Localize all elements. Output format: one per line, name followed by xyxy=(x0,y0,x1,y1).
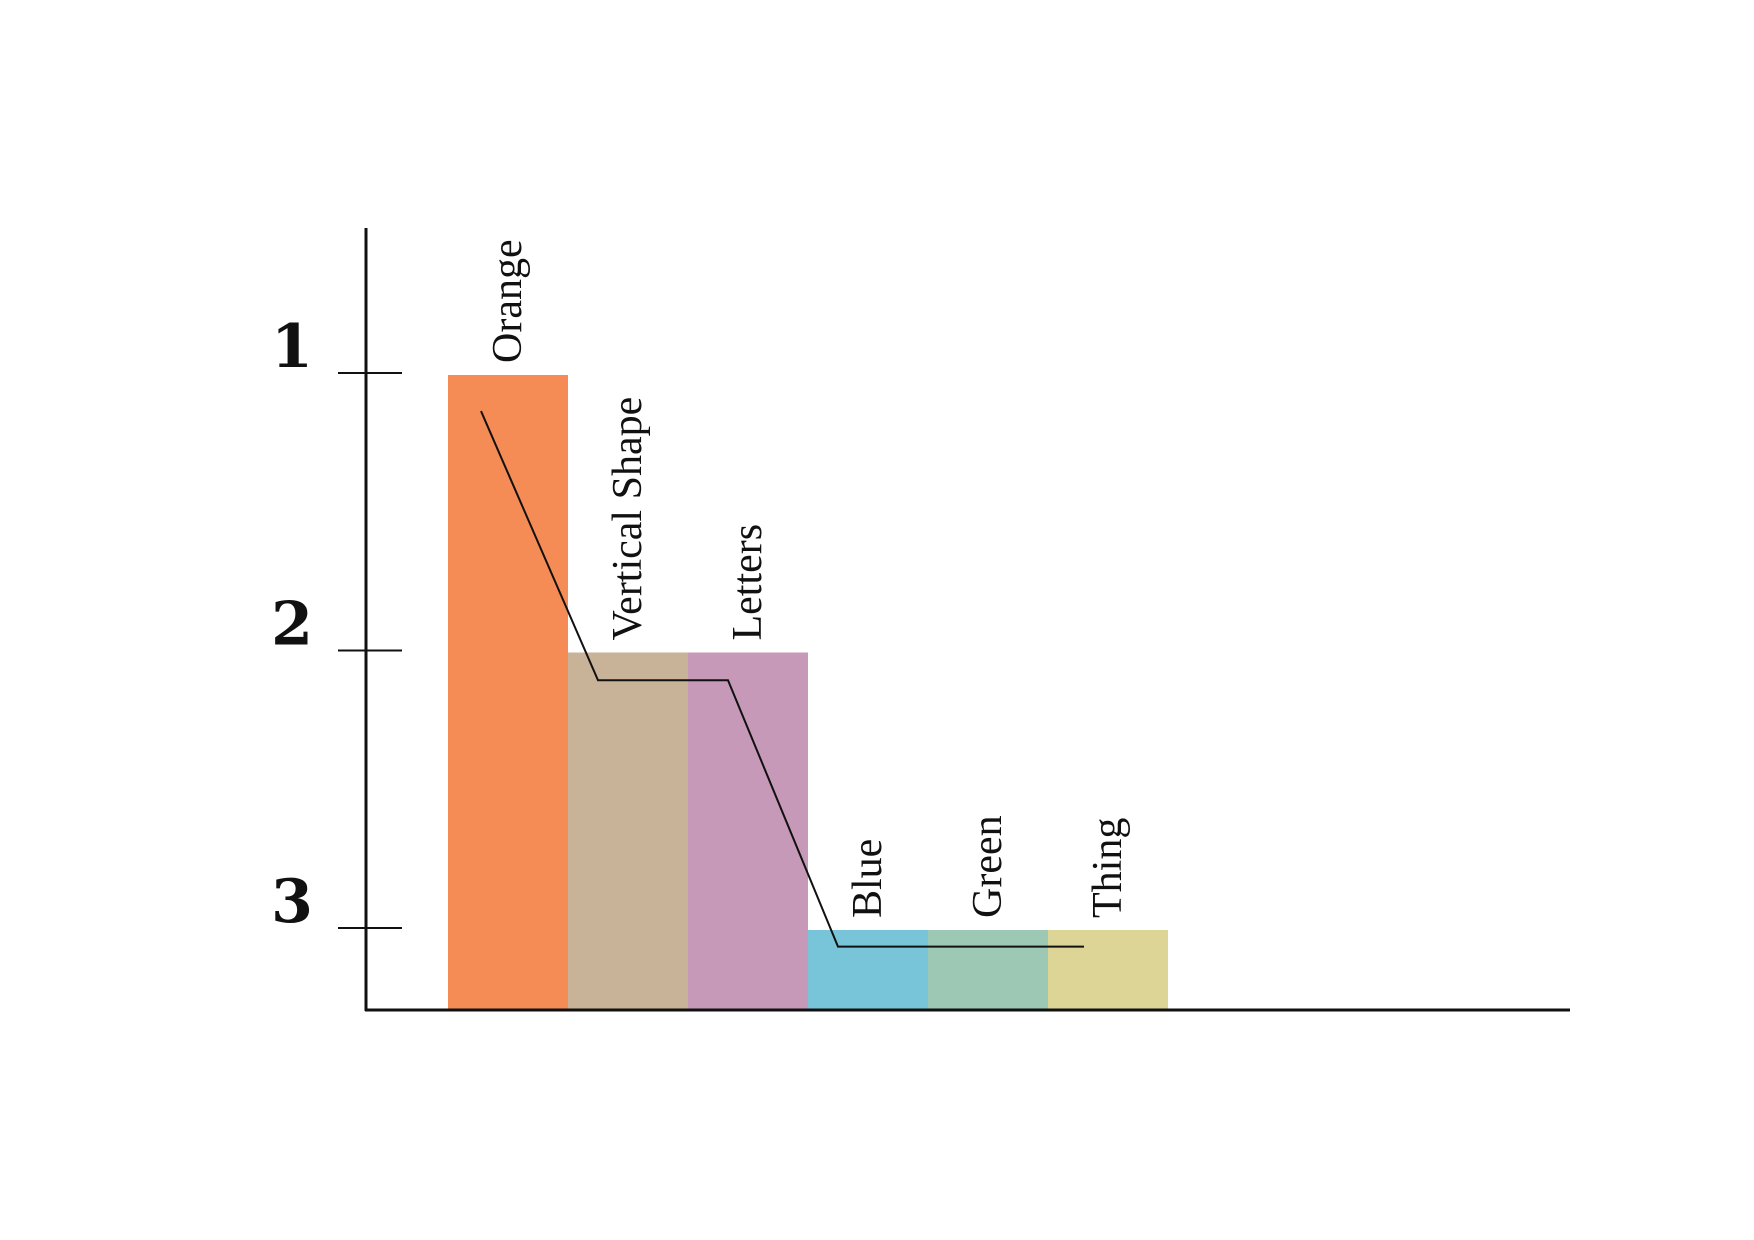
y-ticks-group: 1 2 3 xyxy=(271,312,402,937)
bar-letters xyxy=(688,652,808,1010)
trend-line-group xyxy=(480,410,1084,948)
bar-label-blue: Blue xyxy=(845,839,891,918)
axes-group xyxy=(364,228,1570,1012)
bar-green xyxy=(928,930,1048,1010)
y-tick-label-3: 3 xyxy=(271,867,313,937)
bar-label-letters: Letters xyxy=(725,524,771,641)
overlay-line xyxy=(480,410,1084,948)
bars-group xyxy=(448,375,1168,1010)
y-tick-label-1: 1 xyxy=(271,312,313,382)
bar-orange xyxy=(448,375,568,1010)
bar-vertical-shape xyxy=(568,652,688,1010)
bar-label-vertical-shape: Vertical Shape xyxy=(605,397,651,641)
y-tick-label-2: 2 xyxy=(271,590,313,660)
bar-blue xyxy=(808,930,928,1010)
bar-labels-group: Orange Vertical Shape Letters Blue Green Thin… xyxy=(485,239,1131,918)
bar-label-green: Green xyxy=(965,815,1011,918)
bar-thing xyxy=(1048,930,1168,1010)
bar-label-thing: Thing xyxy=(1085,818,1131,918)
bar-label-orange: Orange xyxy=(485,239,531,363)
